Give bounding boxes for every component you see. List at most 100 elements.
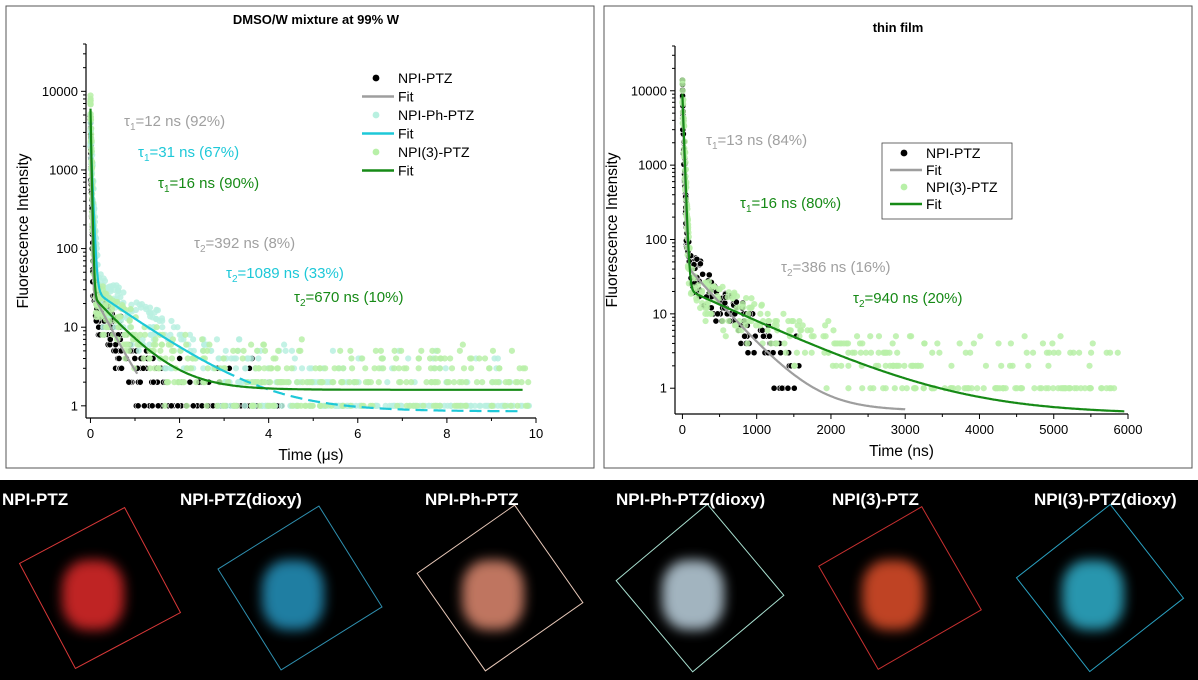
- data-point-npi-3-ptz: [867, 349, 875, 356]
- data-point-npi-3-ptz: [428, 379, 435, 386]
- legend-label: NPI(3)-PTZ: [926, 179, 998, 195]
- data-point-npi-3-ptz: [518, 379, 525, 386]
- legend-label: NPI(3)-PTZ: [398, 144, 470, 160]
- data-point-npi-3-ptz: [1106, 385, 1113, 392]
- data-point-npi-3-ptz: [489, 379, 496, 386]
- tau-annotation: τ1=31 ns (67%): [138, 144, 239, 164]
- data-point-npi-3-ptz: [415, 365, 422, 372]
- data-point-npi-3-ptz: [801, 349, 809, 356]
- data-point-npi-3-ptz: [514, 402, 521, 409]
- x-tick-label: 0: [679, 422, 686, 437]
- data-point-npi-3-ptz: [753, 322, 760, 329]
- x-tick-label: 8: [443, 426, 450, 441]
- data-point-npi-3-ptz: [455, 402, 462, 409]
- film-emission: [262, 560, 324, 630]
- legend-label: NPI-PTZ: [398, 70, 453, 86]
- data-point-npi-3-ptz: [786, 327, 793, 334]
- data-point-npi-3-ptz: [298, 336, 305, 343]
- chart-right: thin film 0 1000 2000 3000 4000 5000 6000 1 10 100…: [603, 5, 1193, 469]
- data-point-npi-ph-ptz: [170, 324, 177, 331]
- film-emission: [862, 560, 924, 630]
- data-point-npi-3-ptz: [220, 402, 227, 409]
- data-point-npi-3-ptz: [146, 365, 154, 372]
- data-point-npi-ptz: [699, 270, 707, 278]
- data-point-npi-3-ptz: [275, 347, 282, 354]
- data-point-npi-ph-ptz: [213, 336, 221, 343]
- data-point-npi-3-ptz: [790, 317, 797, 325]
- data-point-npi-3-ptz: [889, 340, 896, 347]
- data-point-npi-ph-ptz: [384, 379, 391, 386]
- data-point-npi-ph-ptz: [291, 355, 298, 362]
- data-point-npi-3-ptz: [339, 402, 346, 409]
- data-point-npi-3-ptz: [524, 402, 531, 409]
- data-point-npi-3-ptz: [330, 379, 337, 386]
- data-point-npi-3-ptz: [1050, 385, 1057, 392]
- data-point-npi-3-ptz: [1043, 349, 1051, 356]
- data-point-npi-3-ptz: [256, 402, 263, 409]
- data-point-npi-3-ptz: [119, 301, 126, 309]
- data-point-npi-3-ptz: [891, 385, 898, 392]
- data-point-npi-ph-ptz: [232, 365, 240, 372]
- data-point-npi-ph-ptz: [186, 331, 194, 338]
- data-point-npi-3-ptz: [731, 322, 739, 329]
- data-point-npi-ptz: [693, 255, 701, 263]
- data-point-npi-3-ptz: [187, 365, 195, 372]
- data-point-npi-3-ptz: [180, 379, 188, 386]
- data-point-npi-3-ptz: [1086, 362, 1093, 369]
- data-point-npi-ptz: [131, 355, 139, 362]
- tau-annotation: τ2=392 ns (8%): [194, 235, 295, 255]
- data-point-npi-3-ptz: [467, 355, 474, 362]
- data-point-npi-3-ptz: [456, 379, 463, 386]
- x-tick-label: 6: [354, 426, 361, 441]
- data-point-npi-ptz: [106, 335, 114, 343]
- data-point-npi-3-ptz: [724, 294, 731, 301]
- legend-marker: [900, 149, 908, 157]
- fit-line-npi-3-ptz: [89, 108, 523, 391]
- data-point-npi-ph-ptz: [215, 355, 222, 362]
- data-point-npi-3-ptz: [735, 327, 742, 334]
- data-point-npi-3-ptz: [808, 333, 815, 340]
- data-point-npi-3-ptz: [706, 283, 713, 290]
- data-point-npi-3-ptz: [781, 340, 788, 347]
- chart-title: DMSO/W mixture at 99% W: [233, 12, 400, 27]
- data-point-npi-3-ptz: [1098, 385, 1105, 392]
- tau-annotation: τ1=16 ns (90%): [158, 175, 259, 195]
- data-point-npi-3-ptz: [1076, 349, 1083, 356]
- data-point-npi-3-ptz: [348, 365, 356, 372]
- data-point-npi-3-ptz: [495, 379, 502, 386]
- data-point-npi-3-ptz: [823, 385, 830, 392]
- data-point-npi-3-ptz: [915, 362, 922, 369]
- data-point-npi-3-ptz: [822, 322, 829, 329]
- data-point-npi-3-ptz: [152, 341, 159, 348]
- data-point-npi-3-ptz: [193, 379, 200, 386]
- data-point-npi-ph-ptz: [190, 336, 197, 343]
- data-point-npi-ph-ptz: [154, 307, 161, 314]
- data-point-npi-3-ptz: [283, 365, 290, 372]
- data-point-npi-3-ptz: [96, 310, 103, 317]
- y-tick-label: 100: [56, 241, 78, 256]
- data-point-npi-3-ptz: [395, 365, 403, 372]
- data-point-npi-3-ptz: [423, 379, 430, 386]
- data-point-npi-3-ptz: [733, 293, 741, 300]
- photo-label: NPI-PTZ(dioxy): [180, 490, 302, 509]
- data-point-npi-3-ptz: [371, 365, 378, 372]
- film-emission: [1062, 560, 1124, 630]
- fit-line-npi-ptz: [681, 97, 906, 411]
- data-point-npi-3-ptz: [507, 402, 514, 409]
- data-point-npi-ph-ptz: [146, 341, 153, 348]
- sample-photo: [800, 480, 1000, 680]
- data-point-npi-ph-ptz: [398, 402, 405, 409]
- data-point-npi-3-ptz: [1066, 385, 1073, 392]
- x-tick-label: 2000: [816, 422, 845, 437]
- tau-annotation: τ2=386 ns (16%): [781, 259, 890, 279]
- data-point-npi-ptz: [778, 384, 786, 392]
- data-point-npi-3-ptz: [396, 379, 403, 386]
- data-point-npi-3-ptz: [462, 402, 469, 409]
- legend-label: Fit: [926, 162, 942, 178]
- data-point-npi-3-ptz: [764, 327, 771, 334]
- data-point-npi-3-ptz: [857, 349, 864, 356]
- data-point-npi-3-ptz: [249, 379, 256, 386]
- data-point-npi-3-ptz: [1114, 349, 1121, 356]
- data-point-npi-3-ptz: [496, 365, 503, 372]
- data-point-npi-ptz: [176, 355, 184, 362]
